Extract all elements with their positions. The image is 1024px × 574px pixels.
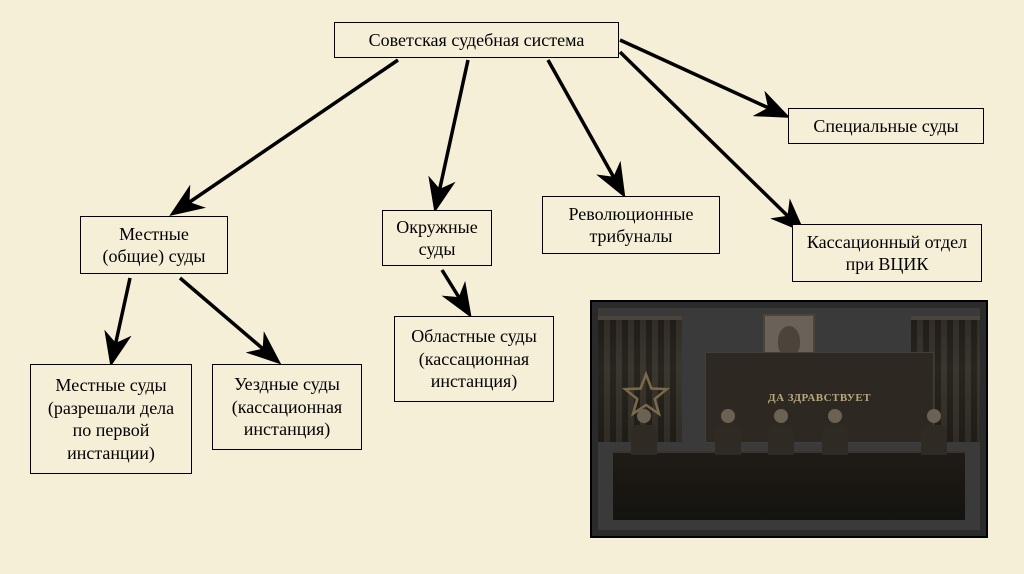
- edge: [548, 60, 622, 192]
- person-icon: [629, 409, 659, 455]
- node-root: Советская судебная система: [334, 22, 619, 58]
- node-label: Областные суды (кассационная инстанция): [403, 325, 545, 393]
- node-label: Революционные трибуналы: [551, 203, 711, 248]
- person-icon: [713, 409, 743, 455]
- node-label: Кассационный отдел при ВЦИК: [801, 231, 973, 276]
- node-okrug-courts: Окружные суды: [382, 210, 492, 266]
- edge: [175, 60, 398, 212]
- node-uyezd-courts: Уездные суды (кассационная инстанция): [212, 364, 362, 450]
- diagram-canvas: Советская судебная система Местные (общи…: [0, 0, 1024, 574]
- node-label: Уездные суды (кассационная инстанция): [221, 373, 353, 441]
- person-icon: [766, 409, 796, 455]
- node-label: Местные (общие) суды: [89, 223, 219, 268]
- edge: [442, 270, 468, 312]
- tribunal-table: [613, 451, 964, 520]
- person-icon: [919, 409, 949, 455]
- node-rev-tribunals: Революционные трибуналы: [542, 196, 720, 254]
- node-special-courts: Специальные суды: [788, 108, 984, 144]
- banner-text: ДА ЗДРАВСТВУЕТ: [768, 392, 871, 404]
- photo-inner: ДА ЗДРАВСТВУЕТ: [598, 308, 980, 530]
- node-local-courts: Местные (общие) суды: [80, 216, 228, 274]
- edge: [436, 60, 468, 206]
- node-label: Местные суды (разрешали дела по первой и…: [39, 374, 183, 464]
- node-local-first-inst: Местные суды (разрешали дела по первой и…: [30, 364, 192, 474]
- node-label: Советская судебная система: [369, 29, 585, 52]
- tribunal-photo: ДА ЗДРАВСТВУЕТ: [590, 300, 988, 538]
- edge: [112, 278, 130, 360]
- edge: [180, 278, 276, 360]
- node-cassation-dept: Кассационный отдел при ВЦИК: [792, 224, 982, 282]
- node-oblast-courts: Областные суды (кассационная инстанция): [394, 316, 554, 402]
- person-icon: [820, 409, 850, 455]
- node-label: Специальные суды: [813, 115, 958, 138]
- node-label: Окружные суды: [391, 216, 483, 261]
